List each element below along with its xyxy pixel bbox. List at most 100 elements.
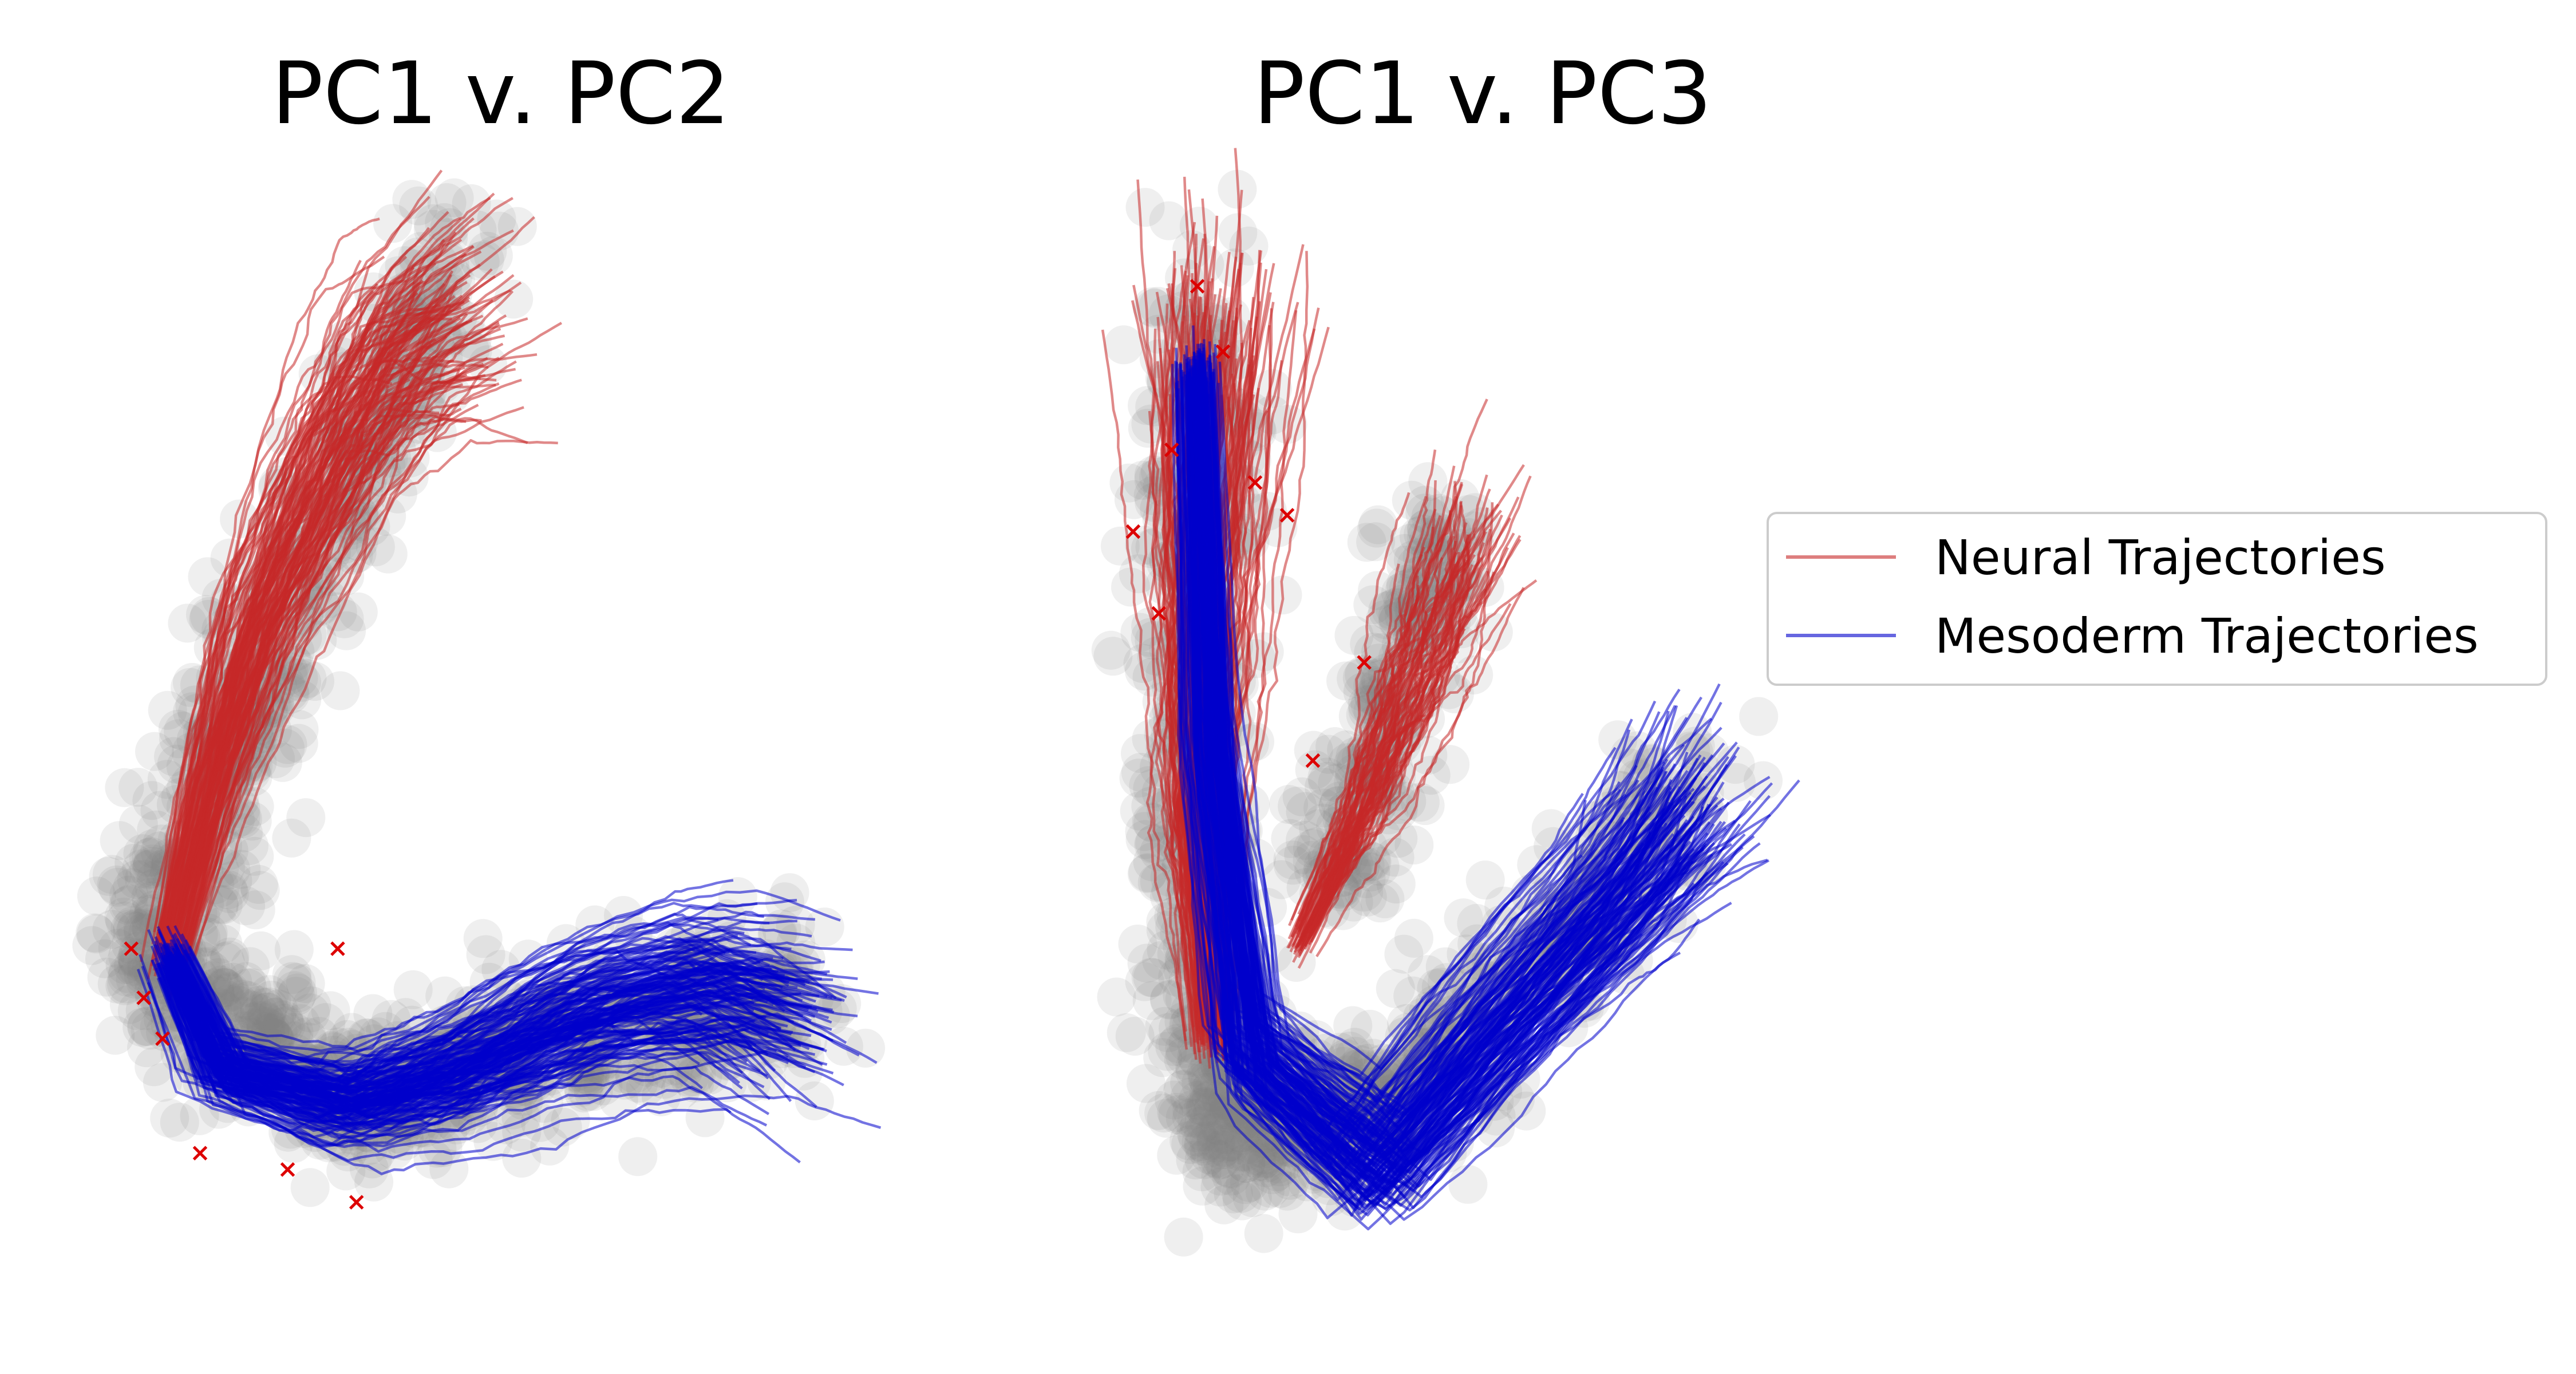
cell-point xyxy=(468,231,507,271)
cell-point xyxy=(226,886,266,926)
cell-point xyxy=(122,849,161,889)
cell-point xyxy=(502,1139,542,1178)
cell-point xyxy=(160,1103,199,1142)
cell-point xyxy=(118,804,158,844)
cell-point xyxy=(105,901,145,941)
cell-point xyxy=(89,856,128,896)
cell-point xyxy=(427,183,467,222)
cell-point xyxy=(117,938,156,978)
cell-point xyxy=(372,1000,411,1039)
cell-point xyxy=(486,1105,526,1144)
cell-point xyxy=(434,178,474,218)
cell-point xyxy=(203,885,243,925)
cell-point xyxy=(1361,883,1400,923)
cell-point xyxy=(413,1140,453,1179)
cell-point xyxy=(247,992,286,1032)
cell-point xyxy=(263,743,302,782)
cell-point xyxy=(259,989,298,1029)
cell-point xyxy=(1232,1178,1272,1217)
cell-point xyxy=(108,954,148,993)
cell-point xyxy=(240,871,280,910)
cell-point xyxy=(248,992,287,1032)
cell-point xyxy=(129,838,168,877)
cell-point xyxy=(249,987,289,1026)
panel-pc1-pc2: PC1 v. PC2 xyxy=(72,44,886,1210)
cell-point xyxy=(290,1168,330,1207)
cell-point xyxy=(123,834,163,874)
endpoint-x-marker xyxy=(280,1162,295,1177)
cell-point xyxy=(228,989,267,1029)
cell-point xyxy=(98,867,137,907)
cell-point xyxy=(252,981,291,1020)
cell-point xyxy=(272,818,311,858)
cell-point xyxy=(494,279,534,319)
cell-point xyxy=(1384,934,1424,974)
cell-point xyxy=(100,821,139,860)
cell-point xyxy=(92,855,132,894)
cell-point xyxy=(133,847,172,886)
endpoint-x-marker xyxy=(349,1195,364,1210)
cell-point xyxy=(275,971,314,1010)
cell-point xyxy=(266,728,305,768)
cell-point xyxy=(286,798,326,838)
cell-point xyxy=(125,859,164,899)
cell-point xyxy=(201,907,240,946)
cell-point xyxy=(127,1007,166,1046)
cell-point xyxy=(133,844,172,884)
cell-point xyxy=(350,1149,389,1189)
cell-point xyxy=(206,942,245,981)
cell-point xyxy=(368,534,408,574)
cell-point xyxy=(107,957,147,997)
cell-point xyxy=(114,843,154,883)
cell-point xyxy=(245,988,285,1027)
cell-point xyxy=(279,724,318,763)
cell-point xyxy=(278,973,317,1013)
cell-point xyxy=(110,909,150,949)
cell-point xyxy=(106,964,146,1004)
cell-point xyxy=(210,972,250,1011)
cell-point xyxy=(229,981,268,1020)
cell-point xyxy=(228,968,267,1008)
cell-point xyxy=(96,1016,135,1055)
cell-point xyxy=(113,868,152,907)
cell-point xyxy=(232,968,271,1008)
cell-point xyxy=(104,897,144,937)
cell-point xyxy=(105,768,144,807)
cell-point xyxy=(273,962,312,1001)
cell-point xyxy=(210,941,249,980)
cell-point xyxy=(279,710,319,749)
cell-point xyxy=(203,924,243,964)
cell-point xyxy=(77,914,116,954)
cell-point xyxy=(326,1151,366,1191)
cell-point xyxy=(1244,1214,1283,1253)
cell-point xyxy=(291,993,330,1033)
cell-point xyxy=(245,1001,285,1040)
cell-point xyxy=(98,929,137,968)
cell-point xyxy=(264,1004,304,1043)
cell-point xyxy=(287,1017,327,1057)
cell-point xyxy=(1278,787,1317,826)
cell-point xyxy=(240,994,279,1033)
cell-point xyxy=(417,1128,457,1168)
cell-point xyxy=(318,592,357,631)
cell-point xyxy=(463,919,503,958)
legend-label-mesoderm: Mesoderm Trajectories xyxy=(1935,608,2479,664)
cell-point xyxy=(132,837,171,876)
cell-point xyxy=(92,910,132,949)
cell-point xyxy=(1271,819,1310,858)
cell-point xyxy=(618,1137,658,1176)
cell-point xyxy=(135,732,174,771)
cell-point xyxy=(222,850,261,889)
cell-point xyxy=(1104,325,1144,365)
cell-point xyxy=(276,977,315,1016)
cell-point xyxy=(233,990,272,1030)
cell-point xyxy=(213,962,252,1002)
cell-point xyxy=(246,1012,286,1051)
cell-point xyxy=(113,911,152,950)
cell-point xyxy=(72,926,112,965)
cell-point xyxy=(1739,697,1779,736)
cell-point xyxy=(477,199,516,239)
panel-title-pc1-pc3: PC1 v. PC3 xyxy=(1253,44,1712,144)
endpoint-x-marker xyxy=(330,941,345,956)
cell-point xyxy=(276,963,316,1002)
